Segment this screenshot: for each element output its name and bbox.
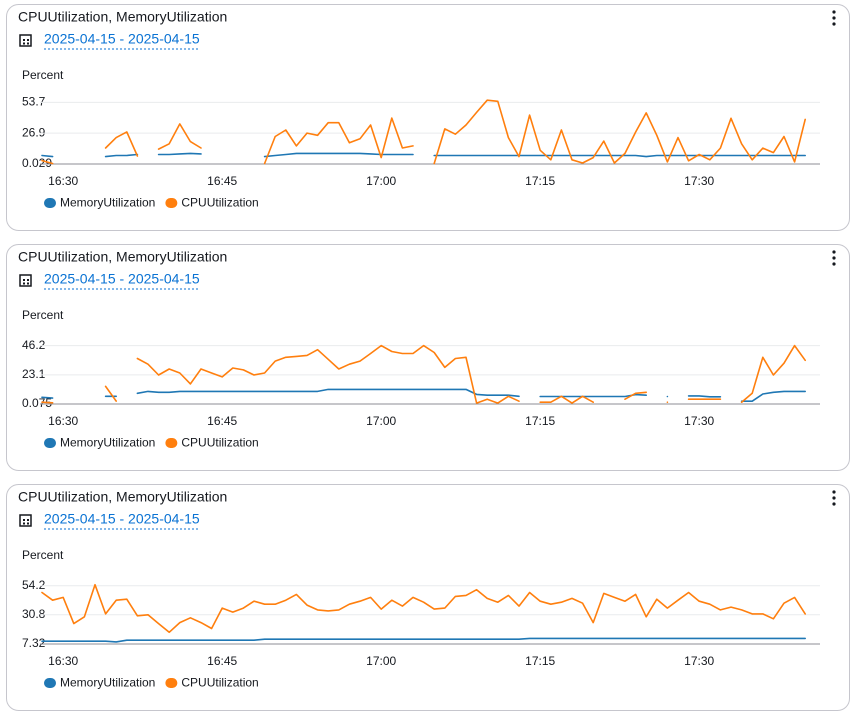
menu-dot <box>832 490 836 494</box>
menu-dot <box>832 16 836 20</box>
y-tick-label: 23.1 <box>22 367 46 381</box>
widget-card <box>6 4 850 231</box>
widget: CPUUtilization, MemoryUtilization 2025-04… <box>6 484 850 711</box>
calendar-cell <box>23 39 25 41</box>
x-tick-label: 16:30 <box>48 654 78 668</box>
x-tick-label: 17:30 <box>684 654 714 668</box>
widget-title: CPUUtilization, MemoryUtilization <box>18 249 227 265</box>
calendar-cell <box>23 279 25 281</box>
calendar-cell <box>27 42 29 45</box>
y-tick-label: 7.32 <box>22 636 46 650</box>
legend-swatch <box>165 678 178 688</box>
series-line <box>41 152 806 158</box>
x-tick-label: 16:30 <box>48 414 78 428</box>
menu-dot <box>832 22 836 26</box>
x-tick-label: 17:30 <box>684 414 714 428</box>
date-range-link[interactable]: 2025-04-15 - 2025-04-15 <box>44 31 200 47</box>
y-tick-label: 30.8 <box>22 607 46 621</box>
y-tick-label: 0.029 <box>22 156 52 170</box>
menu-dot <box>832 262 836 266</box>
x-tick-label: 17:15 <box>525 414 555 428</box>
date-range-link[interactable]: 2025-04-15 - 2025-04-15 <box>44 271 200 287</box>
x-tick-label: 16:30 <box>48 174 78 188</box>
y-tick-label: 26.9 <box>22 125 46 139</box>
date-range-link[interactable]: 2025-04-15 - 2025-04-15 <box>44 511 200 527</box>
x-tick-label: 17:15 <box>525 654 555 668</box>
legend-label: MemoryUtilization <box>60 196 155 210</box>
calendar-icon <box>19 514 32 527</box>
calendar-icon <box>19 274 32 287</box>
y-axis-label: Percent <box>22 68 64 82</box>
calendar-cell <box>27 39 29 41</box>
x-tick-label: 16:45 <box>207 414 237 428</box>
x-tick-label: 16:45 <box>207 654 237 668</box>
menu-dot <box>832 250 836 254</box>
widget-card <box>6 484 850 711</box>
legend-swatch <box>44 678 56 688</box>
series-line <box>41 99 806 165</box>
x-tick-label: 17:30 <box>684 174 714 188</box>
widget-card <box>6 244 850 471</box>
x-tick-label: 17:15 <box>525 174 555 188</box>
legend-label: CPUUtilization <box>181 196 258 210</box>
calendar-cell <box>27 522 29 525</box>
menu-dot <box>832 10 836 14</box>
legend-label: MemoryUtilization <box>60 676 155 690</box>
calendar-cell <box>23 282 25 285</box>
widget: CPUUtilization, MemoryUtilization 2025-04… <box>6 244 850 471</box>
legend-swatch <box>44 438 56 448</box>
legend-swatch <box>44 198 56 208</box>
x-tick-label: 17:00 <box>366 174 396 188</box>
legend-label: CPUUtilization <box>181 676 258 690</box>
calendar-cell <box>23 519 25 521</box>
legend-swatch <box>165 438 178 448</box>
calendar-cell <box>27 282 29 285</box>
menu-button[interactable] <box>826 488 842 508</box>
series-line <box>41 583 806 634</box>
menu-dot <box>832 256 836 260</box>
calendar-cell <box>27 519 29 521</box>
y-axis-label: Percent <box>22 308 64 322</box>
calendar-cell <box>23 522 25 525</box>
menu-dot <box>832 502 836 506</box>
widget-title: CPUUtilization, MemoryUtilization <box>18 9 227 25</box>
y-tick-label: 46.2 <box>22 338 46 352</box>
series-line <box>41 637 806 643</box>
widget: CPUUtilization, MemoryUtilization 2025-04… <box>6 4 850 231</box>
widget-title: CPUUtilization, MemoryUtilization <box>18 489 227 505</box>
x-tick-label: 17:00 <box>366 654 396 668</box>
series-line <box>41 388 806 402</box>
legend-label: CPUUtilization <box>181 436 258 450</box>
x-tick-label: 17:00 <box>366 414 396 428</box>
x-tick-label: 16:45 <box>207 174 237 188</box>
legend-label: MemoryUtilization <box>60 436 155 450</box>
menu-dot <box>832 496 836 500</box>
y-axis-label: Percent <box>22 548 64 562</box>
y-tick-label: 54.2 <box>22 578 46 592</box>
y-tick-label: 53.7 <box>22 95 46 109</box>
series-line <box>41 344 806 404</box>
menu-button[interactable] <box>826 8 842 28</box>
calendar-cell <box>23 42 25 45</box>
y-tick-label: 0.075 <box>22 396 52 410</box>
legend-swatch <box>165 198 178 208</box>
calendar-icon <box>19 34 32 47</box>
calendar-cell <box>27 279 29 281</box>
menu-button[interactable] <box>826 248 842 268</box>
